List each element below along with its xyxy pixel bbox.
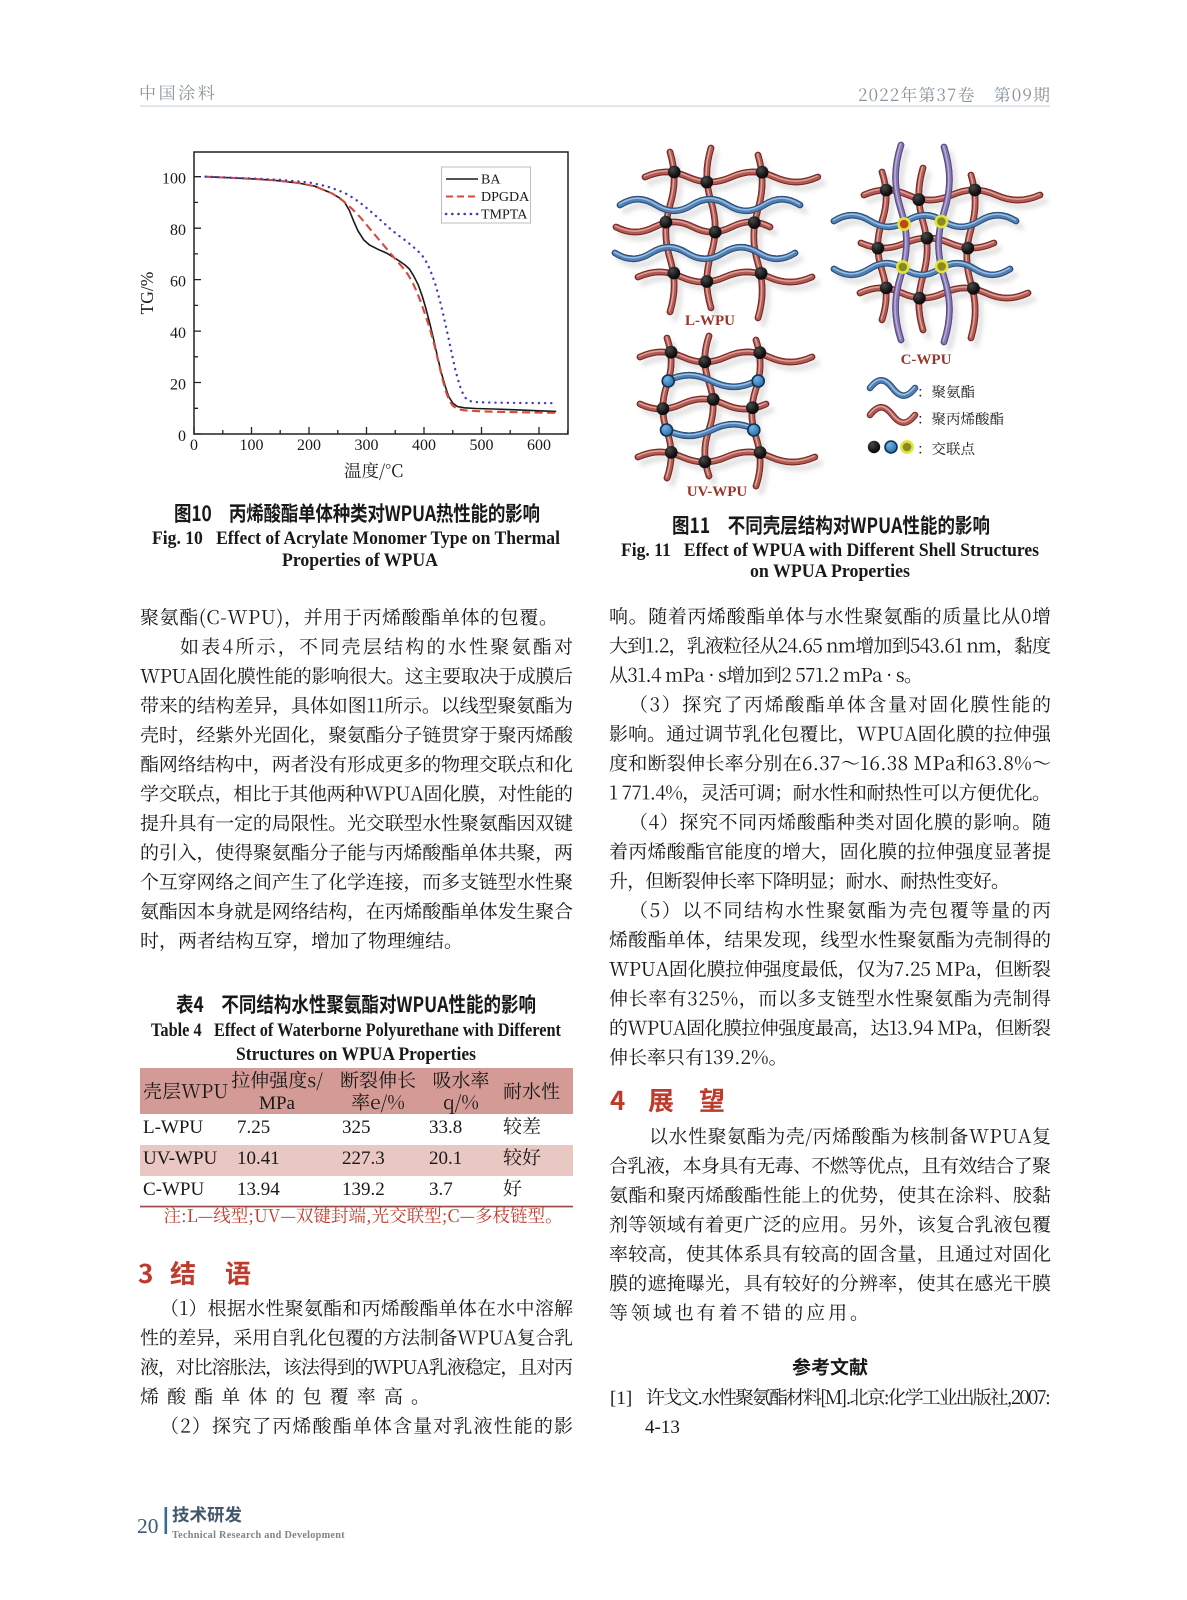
svg-text:600: 600: [527, 437, 551, 454]
svg-text:0: 0: [190, 437, 198, 454]
svg-text:TMPTA: TMPTA: [481, 208, 528, 223]
svg-text:20.1: 20.1: [429, 1148, 462, 1169]
svg-text:33.8: 33.8: [429, 1117, 462, 1138]
svg-text:C-WPU: C-WPU: [901, 352, 952, 368]
svg-text:10.41: 10.41: [237, 1148, 280, 1169]
svg-text:DPGDA: DPGDA: [481, 190, 530, 205]
svg-text:139.2: 139.2: [342, 1179, 385, 1200]
svg-text:Table 4 Effect of Waterborne: Table 4 Effect of Waterborne Polyurethan…: [151, 1020, 562, 1041]
svg-text:13.94: 13.94: [237, 1179, 280, 1200]
svg-text:[1]: [1]: [610, 1388, 632, 1409]
svg-text:100: 100: [240, 437, 264, 454]
svg-text:200: 200: [297, 437, 321, 454]
svg-text:Fig. 11 Effect of WPUA with: Fig. 11 Effect of WPUA with Different Sh…: [621, 540, 1039, 561]
svg-text:4-13: 4-13: [645, 1417, 680, 1438]
svg-text:on WPUA Properties: on WPUA Properties: [750, 561, 910, 582]
svg-text:500: 500: [470, 437, 494, 454]
svg-text:MPa: MPa: [259, 1093, 295, 1114]
svg-text:20: 20: [170, 377, 186, 394]
svg-text:C-WPU: C-WPU: [143, 1179, 205, 1200]
svg-text:80: 80: [170, 222, 186, 239]
svg-text:L-WPU: L-WPU: [143, 1117, 203, 1138]
svg-text:Fig. 10 Effect of Acrylate M: Fig. 10 Effect of Acrylate Monomer Type …: [152, 528, 560, 549]
svg-text:UV-WPU: UV-WPU: [687, 484, 748, 500]
svg-text:L-WPU: L-WPU: [685, 313, 735, 329]
svg-text:40: 40: [170, 325, 186, 342]
svg-text:UV-WPU: UV-WPU: [143, 1148, 218, 1169]
svg-text:TG/%: TG/%: [137, 272, 157, 315]
svg-text:400: 400: [412, 437, 436, 454]
svg-text:Technical Research and Develop: Technical Research and Development: [172, 1530, 345, 1541]
svg-text:100: 100: [162, 171, 186, 188]
svg-text:325: 325: [342, 1117, 371, 1138]
svg-text:Structures on WPUA Properties: Structures on WPUA Properties: [236, 1044, 476, 1065]
svg-text:20: 20: [137, 1514, 159, 1538]
svg-text:0: 0: [178, 428, 186, 445]
svg-text:7.25: 7.25: [237, 1117, 270, 1138]
svg-text:BA: BA: [481, 173, 501, 188]
svg-text:60: 60: [170, 274, 186, 291]
svg-text:Properties of WPUA: Properties of WPUA: [282, 550, 438, 571]
svg-text:3.7: 3.7: [429, 1179, 453, 1200]
svg-text:227.3: 227.3: [342, 1148, 385, 1169]
svg-text:300: 300: [355, 437, 379, 454]
